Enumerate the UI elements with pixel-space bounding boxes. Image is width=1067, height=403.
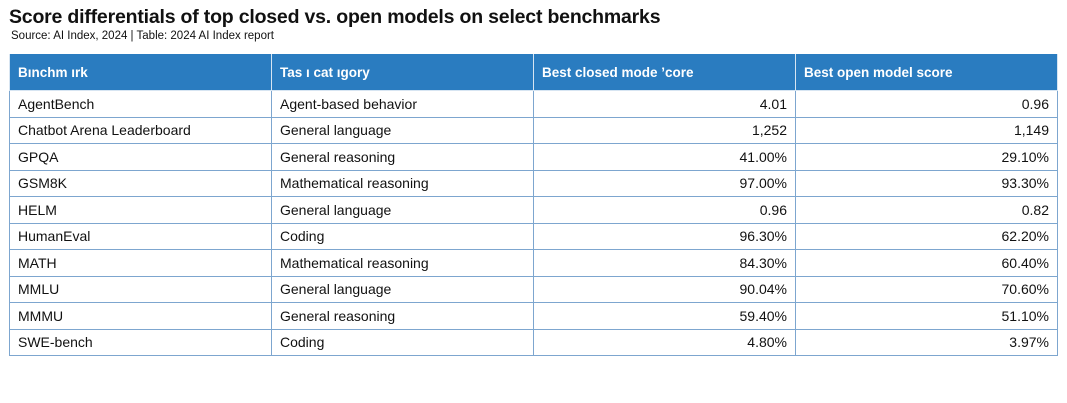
cell-benchmark: MATH [9,249,272,277]
cell-closed-score: 1,252 [533,116,796,144]
cell-closed-score: 4.01 [533,90,796,118]
cell-benchmark: HELM [9,196,272,224]
table-row: MMLU General language 90.04% 70.60% [9,275,1058,303]
cell-task-category: General language [271,196,534,224]
cell-open-score: 0.96 [795,90,1058,118]
cell-benchmark: GSM8K [9,169,272,197]
table-header: Bınchm ırk Tas ı cat ıgory Best closed mod… [9,54,1058,91]
cell-task-category: General language [271,116,534,144]
cell-closed-score: 0.96 [533,196,796,224]
cell-task-category: General reasoning [271,143,534,171]
cell-open-score: 93.30% [795,169,1058,197]
column-header-open-score: Best open model score [795,54,1058,91]
cell-closed-score: 41.00% [533,143,796,171]
cell-benchmark: MMLU [9,275,272,303]
cell-task-category: Coding [271,328,534,356]
cell-closed-score: 97.00% [533,169,796,197]
cell-open-score: 62.20% [795,222,1058,250]
table-row: Chatbot Arena Leaderboard General languag… [9,116,1058,144]
cell-task-category: Coding [271,222,534,250]
table-row: GPQA General reasoning 41.00% 29.10% [9,143,1058,171]
benchmark-table-container: Bınchm ırk Tas ı cat ıgory Best closed mod… [9,54,1058,356]
chart-title: Score differentials of top closed vs. op… [9,6,661,28]
benchmark-table: Bınchm ırk Tas ı cat ıgory Best closed mod… [9,54,1058,356]
chart-source: Source: AI Index, 2024 | Table: 2024 AI … [11,30,274,42]
cell-closed-score: 4.80% [533,328,796,356]
table-row: GSM8K Mathematical reasoning 97.00% 93.30% [9,169,1058,197]
cell-benchmark: Chatbot Arena Leaderboard [9,116,272,144]
cell-open-score: 51.10% [795,302,1058,330]
cell-open-score: 29.10% [795,143,1058,171]
cell-benchmark: GPQA [9,143,272,171]
column-header-closed-score: Best closed mode ’core [533,54,796,91]
cell-closed-score: 90.04% [533,275,796,303]
cell-closed-score: 96.30% [533,222,796,250]
table-row: HELM General language 0.96 0.82 [9,196,1058,224]
cell-open-score: 0.82 [795,196,1058,224]
cell-closed-score: 84.30% [533,249,796,277]
cell-open-score: 70.60% [795,275,1058,303]
table-row: AgentBench Agent-based behavior 4.01 0.96 [9,90,1058,118]
cell-closed-score: 59.40% [533,302,796,330]
table-row: SWE-bench Coding 4.80% 3.97% [9,328,1058,356]
cell-open-score: 60.40% [795,249,1058,277]
cell-benchmark: MMMU [9,302,272,330]
table-row: HumanEval Coding 96.30% 62.20% [9,222,1058,250]
table-row: MMMU General reasoning 59.40% 51.10% [9,302,1058,330]
cell-benchmark: AgentBench [9,90,272,118]
table-body: AgentBench Agent-based behavior 4.01 0.96 Ch… [9,90,1058,356]
cell-task-category: Mathematical reasoning [271,169,534,197]
column-header-task-category: Tas ı cat ıgory [271,54,534,91]
cell-task-category: Agent-based behavior [271,90,534,118]
header-row: Bınchm ırk Tas ı cat ıgory Best closed mod… [9,54,1058,91]
cell-task-category: General reasoning [271,302,534,330]
cell-benchmark: HumanEval [9,222,272,250]
cell-open-score: 3.97% [795,328,1058,356]
cell-open-score: 1,149 [795,116,1058,144]
cell-benchmark: SWE-bench [9,328,272,356]
cell-task-category: General language [271,275,534,303]
column-header-benchmark: Bınchm ırk [9,54,272,91]
cell-task-category: Mathematical reasoning [271,249,534,277]
table-row: MATH Mathematical reasoning 84.30% 60.40% [9,249,1058,277]
